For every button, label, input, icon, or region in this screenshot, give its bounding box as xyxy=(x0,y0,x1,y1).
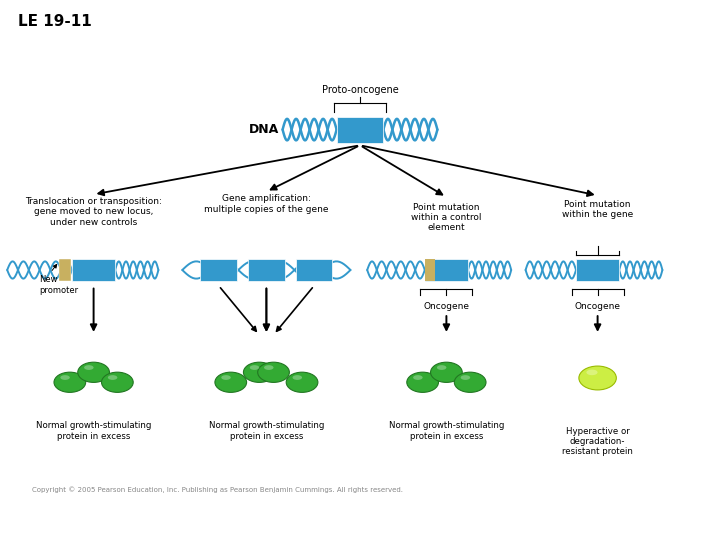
Text: Point mutation
within the gene: Point mutation within the gene xyxy=(562,200,633,219)
Bar xyxy=(248,259,285,281)
Bar xyxy=(200,259,237,281)
Ellipse shape xyxy=(437,365,446,370)
Bar xyxy=(72,259,115,281)
Ellipse shape xyxy=(243,362,275,382)
Bar xyxy=(296,259,333,281)
Text: Translocation or transposition:
gene moved to new locus,
under new controls: Translocation or transposition: gene mov… xyxy=(25,197,162,227)
Ellipse shape xyxy=(102,372,133,393)
Ellipse shape xyxy=(586,369,598,375)
Ellipse shape xyxy=(264,365,274,370)
Ellipse shape xyxy=(215,372,246,393)
Ellipse shape xyxy=(431,362,462,382)
Text: Hyperactive or
degradation-
resistant protein: Hyperactive or degradation- resistant pr… xyxy=(562,427,633,456)
Text: Point mutation
within a control
element: Point mutation within a control element xyxy=(411,202,482,232)
Bar xyxy=(59,259,71,281)
Text: Oncogene: Oncogene xyxy=(575,302,621,311)
Ellipse shape xyxy=(250,365,259,370)
Text: DNA: DNA xyxy=(248,123,279,136)
Ellipse shape xyxy=(221,375,231,380)
Ellipse shape xyxy=(84,365,94,370)
Ellipse shape xyxy=(461,375,470,380)
Ellipse shape xyxy=(454,372,486,393)
Text: Normal growth-stimulating
protein in excess: Normal growth-stimulating protein in exc… xyxy=(209,421,324,441)
Text: LE 19-11: LE 19-11 xyxy=(18,14,91,29)
Ellipse shape xyxy=(108,375,117,380)
Ellipse shape xyxy=(413,375,423,380)
Ellipse shape xyxy=(407,372,438,393)
Ellipse shape xyxy=(54,372,86,393)
Text: Proto-oncogene: Proto-oncogene xyxy=(322,85,398,95)
Text: Normal growth-stimulating
protein in excess: Normal growth-stimulating protein in exc… xyxy=(36,421,151,441)
Text: Oncogene: Oncogene xyxy=(423,302,469,311)
Text: Copyright © 2005 Pearson Education, Inc. Publishing as Pearson Benjamin Cummings: Copyright © 2005 Pearson Education, Inc.… xyxy=(32,486,403,492)
Text: Gene amplification:
multiple copies of the gene: Gene amplification: multiple copies of t… xyxy=(204,194,328,214)
Text: New
promoter: New promoter xyxy=(40,275,78,295)
Ellipse shape xyxy=(292,375,302,380)
Bar xyxy=(425,259,468,281)
Ellipse shape xyxy=(78,362,109,382)
Ellipse shape xyxy=(287,372,318,393)
Bar xyxy=(576,259,619,281)
Text: Normal growth-stimulating
protein in excess: Normal growth-stimulating protein in exc… xyxy=(389,421,504,441)
Bar xyxy=(337,117,383,143)
Ellipse shape xyxy=(258,362,289,382)
Bar xyxy=(425,259,435,281)
Ellipse shape xyxy=(60,375,70,380)
Ellipse shape xyxy=(579,366,616,390)
